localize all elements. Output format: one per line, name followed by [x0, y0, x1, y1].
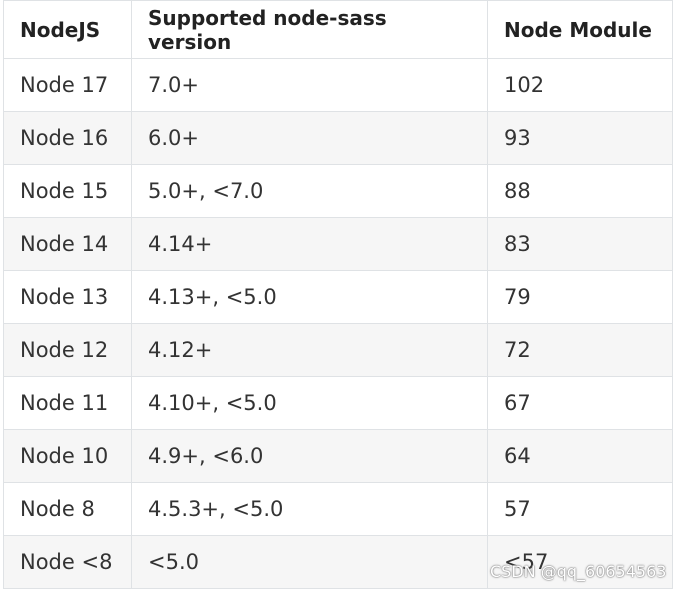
table-cell: 72 [487, 323, 673, 377]
table-cell: 4.14+ [131, 217, 488, 271]
table-cell: 67 [487, 376, 673, 430]
table-cell: <5.0 [131, 535, 488, 589]
table-row: Node 16 6.0+ 93 [3, 111, 673, 165]
table-cell: Node 15 [3, 164, 132, 218]
table-row: Node 15 5.0+, <7.0 88 [3, 164, 673, 218]
table-cell: 4.9+, <6.0 [131, 429, 488, 483]
table-cell: Node 11 [3, 376, 132, 430]
node-sass-table: NodeJS Supported node-sass version Node Mo… [3, 0, 673, 589]
table-cell: 93 [487, 111, 673, 165]
table-cell: Node <8 [3, 535, 132, 589]
table-cell: Node 8 [3, 482, 132, 536]
table-cell: Node 14 [3, 217, 132, 271]
table-header: NodeJS Supported node-sass version Node Mo… [3, 0, 673, 59]
table-cell: 4.10+, <5.0 [131, 376, 488, 430]
table-cell: 88 [487, 164, 673, 218]
table-cell: Node 16 [3, 111, 132, 165]
table-row: Node 10 4.9+, <6.0 64 [3, 429, 673, 483]
header-row: NodeJS Supported node-sass version Node Mo… [3, 0, 673, 59]
table-cell: 57 [487, 482, 673, 536]
header-cell: Node Module [487, 0, 673, 59]
table-cell: 4.12+ [131, 323, 488, 377]
table-row: Node 8 4.5.3+, <5.0 57 [3, 482, 673, 536]
header-cell: NodeJS [3, 0, 132, 59]
table-cell: Node 13 [3, 270, 132, 324]
table-row: Node 14 4.14+ 83 [3, 217, 673, 271]
table-cell: 79 [487, 270, 673, 324]
watermark: CSDN @qq_60654563 [490, 562, 667, 581]
table-row: Node 12 4.12+ 72 [3, 323, 673, 377]
table-cell: 4.13+, <5.0 [131, 270, 488, 324]
table-cell: 102 [487, 58, 673, 112]
header-cell: Supported node-sass version [131, 0, 488, 59]
table-cell: Node 17 [3, 58, 132, 112]
table-cell: 83 [487, 217, 673, 271]
table-row: Node 13 4.13+, <5.0 79 [3, 270, 673, 324]
table-body: Node 17 7.0+ 102 Node 16 6.0+ 93 Node 15 5.0+, … [3, 58, 673, 589]
table-cell: Node 10 [3, 429, 132, 483]
table-cell: 64 [487, 429, 673, 483]
table-row: Node 17 7.0+ 102 [3, 58, 673, 112]
table-cell: 7.0+ [131, 58, 488, 112]
table-cell: 4.5.3+, <5.0 [131, 482, 488, 536]
table-row: Node <8 <5.0 <57 [3, 535, 673, 589]
table-cell: <57 [487, 535, 673, 589]
table-row: Node 11 4.10+, <5.0 67 [3, 376, 673, 430]
table-cell: 6.0+ [131, 111, 488, 165]
table-cell: Node 12 [3, 323, 132, 377]
table-cell: 5.0+, <7.0 [131, 164, 488, 218]
